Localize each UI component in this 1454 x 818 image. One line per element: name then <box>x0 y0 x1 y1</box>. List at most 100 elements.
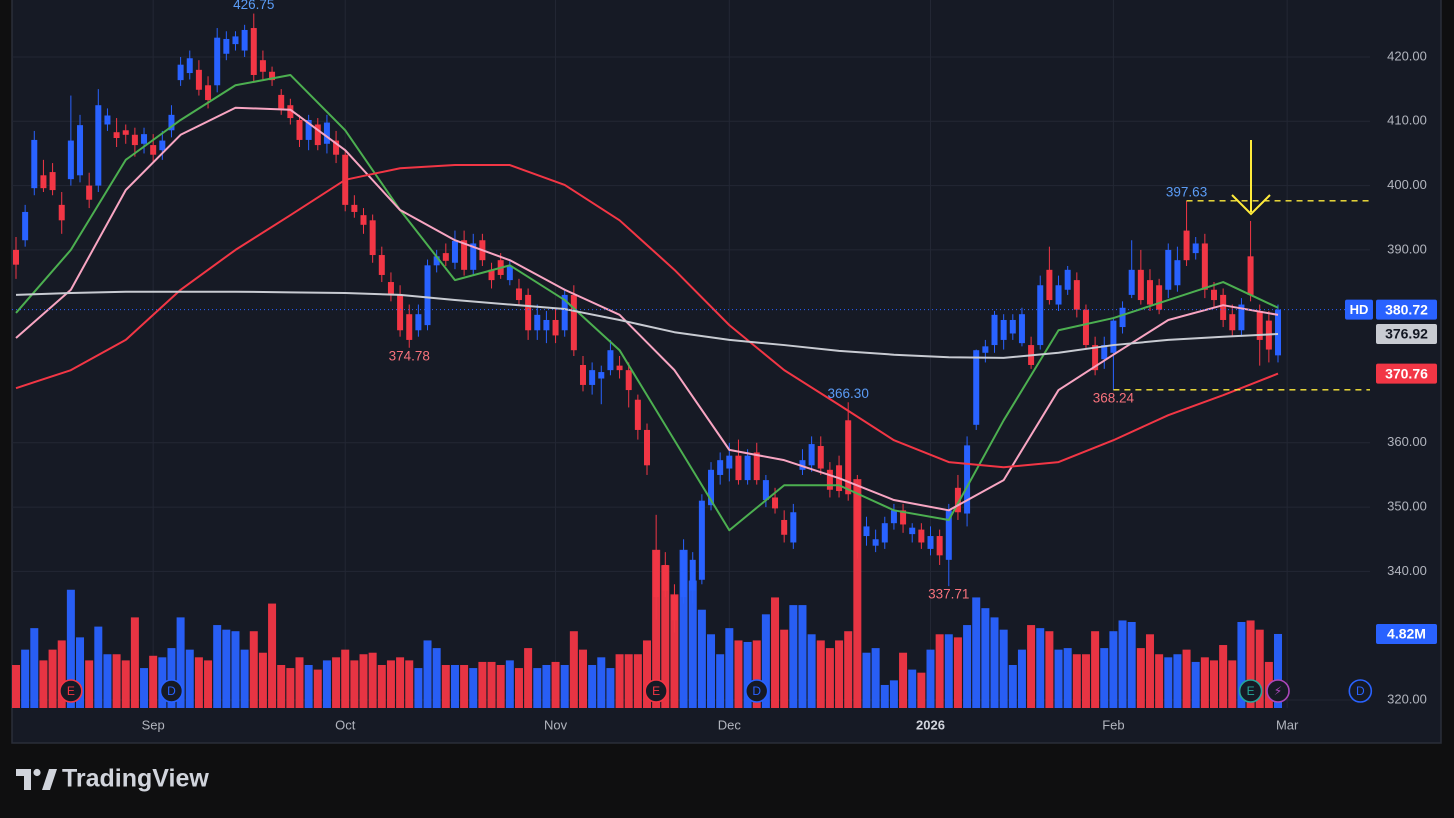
candle-body <box>872 539 879 546</box>
volume-bar <box>643 640 652 708</box>
candle-body <box>945 510 952 560</box>
volume-bar <box>441 664 450 708</box>
candle-body <box>506 265 513 281</box>
moving-average-line <box>15 290 1279 359</box>
volume-bar <box>167 648 176 708</box>
volume-bar <box>140 668 149 708</box>
volume-label-box <box>1376 623 1437 644</box>
candle-body <box>973 350 980 425</box>
candle-body <box>451 240 458 263</box>
arrow-head <box>1231 194 1271 216</box>
candle-body <box>86 185 93 200</box>
candle-body <box>790 512 797 543</box>
price-label: 376.92 <box>1385 326 1428 342</box>
volume-bar <box>76 637 85 708</box>
candle-body <box>67 140 74 180</box>
candle-body <box>570 294 577 351</box>
y-tick-label: 410.00 <box>1387 113 1427 128</box>
volume-bar <box>1063 648 1072 708</box>
volume-layer <box>12 479 1283 708</box>
volume-bar <box>551 661 560 708</box>
volume-bar <box>149 655 158 708</box>
candle-body <box>470 243 477 270</box>
volume-bar <box>615 654 624 708</box>
volume-bar <box>981 608 990 708</box>
volume-bar <box>771 597 780 708</box>
volume-bar <box>1145 634 1154 708</box>
price-label-box <box>1376 363 1437 384</box>
price-label: 370.76 <box>1385 365 1428 381</box>
volume-bar <box>1209 660 1218 708</box>
candle-body <box>168 114 175 131</box>
price-label-box <box>1376 299 1437 320</box>
event-label: E <box>1247 684 1255 698</box>
candle-body <box>863 526 870 537</box>
candle-body <box>40 175 47 189</box>
volume-bar <box>899 652 908 708</box>
volume-bar <box>1045 631 1054 708</box>
volume-bar <box>725 628 734 708</box>
volume-bar <box>524 648 533 708</box>
grid <box>12 0 1370 708</box>
event-icon <box>744 679 769 703</box>
volume-bar <box>121 660 130 708</box>
extreme-label: 374.78 <box>389 348 430 363</box>
candle-body <box>250 28 257 75</box>
volume-bar <box>1173 654 1182 708</box>
candle-body <box>781 519 788 535</box>
volume-bar <box>990 617 999 708</box>
candle-body <box>58 204 65 221</box>
candle-body <box>1201 243 1208 290</box>
event-label: ⚡ <box>1274 684 1282 698</box>
volume-bar <box>414 668 423 708</box>
event-icon <box>59 679 83 703</box>
volume-bar <box>707 634 716 708</box>
y-tick-label: 420.00 <box>1387 48 1427 63</box>
extreme-label: 337.71 <box>928 587 969 602</box>
y-tick-label: 390.00 <box>1387 241 1427 256</box>
volume-bar <box>871 648 880 708</box>
candle-body <box>644 429 651 466</box>
level-layer <box>12 200 1370 391</box>
candle-body <box>1137 269 1144 301</box>
candle-layer <box>13 13 1282 633</box>
volume-bar <box>972 597 981 708</box>
candle-body <box>241 29 248 51</box>
extreme-label: 397.63 <box>1166 184 1207 199</box>
candle-body <box>1156 285 1163 310</box>
candle-body <box>1210 289 1217 301</box>
volume-bar <box>304 664 313 708</box>
volume-bar <box>1127 621 1136 708</box>
x-tick-label: Sep <box>142 717 165 732</box>
volume-bar <box>176 617 185 708</box>
candle-body <box>680 550 687 598</box>
volume-bar <box>103 654 112 708</box>
candle-body <box>1009 319 1016 334</box>
volume-bar <box>1155 654 1164 708</box>
volume-bar <box>478 661 487 708</box>
candle-body <box>287 105 294 119</box>
y-tick-label: 360.00 <box>1387 434 1427 449</box>
candle-body <box>104 115 111 125</box>
volume-bar <box>377 664 386 708</box>
volume-bar <box>999 629 1008 708</box>
candle-body <box>95 105 102 186</box>
y-tick-label: 350.00 <box>1387 499 1427 514</box>
volume-bar <box>624 654 633 708</box>
volume-bar <box>204 660 213 708</box>
candle-body <box>826 469 833 490</box>
candle-body <box>159 140 166 151</box>
candle-body <box>543 319 550 331</box>
candle-body <box>717 460 724 475</box>
volume-bar <box>963 625 972 708</box>
volume-bar <box>469 668 478 708</box>
volume-bar <box>743 641 752 708</box>
x-tick-label: 2026 <box>916 717 945 732</box>
y-tick-label: 340.00 <box>1387 563 1427 578</box>
candle-body <box>1238 304 1245 331</box>
candle-body <box>1128 269 1135 295</box>
volume-bar <box>780 629 789 708</box>
volume-bar <box>1109 631 1118 708</box>
